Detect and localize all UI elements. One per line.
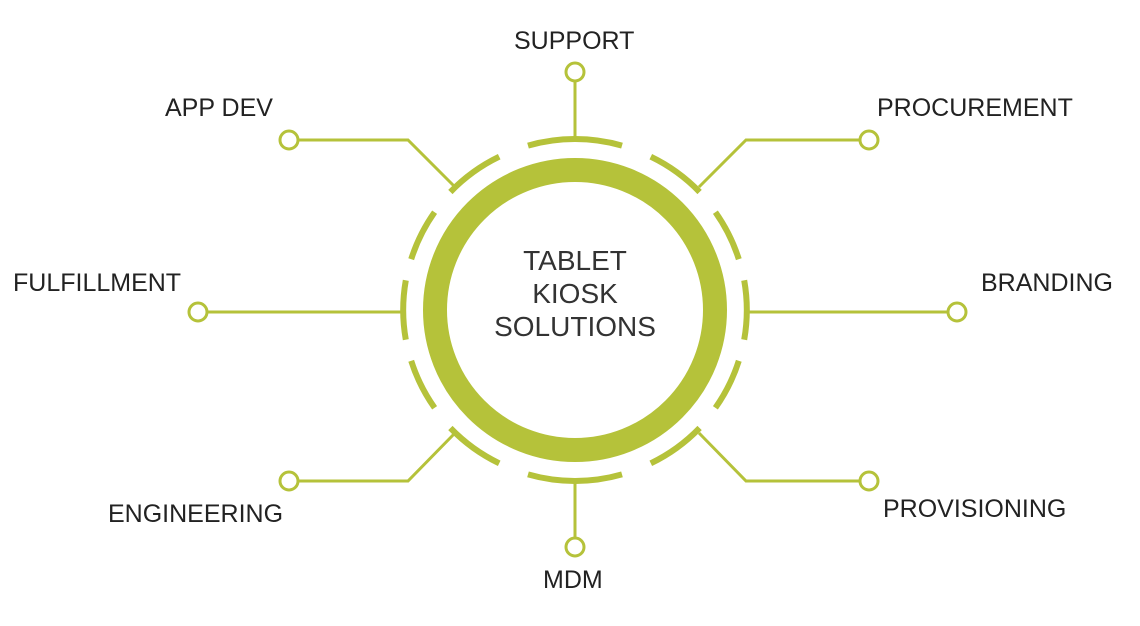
label-engineering: ENGINEERING — [108, 500, 284, 528]
arc-segment-left — [400, 279, 409, 341]
label-support: SUPPORT — [514, 27, 635, 55]
center-title-line-3: SOLUTIONS — [494, 311, 656, 343]
arc-segment-bottom — [527, 471, 623, 484]
arc-segment-bottom-left — [448, 425, 501, 467]
label-provisioning: PROVISIONING — [883, 495, 1067, 523]
center-title: TABLET KIOSK SOLUTIONS — [470, 244, 680, 343]
connector-provisioning — [697, 431, 860, 483]
node-branding — [946, 301, 968, 323]
label-mdm: MDM — [543, 566, 603, 594]
arc-segment-left-upper — [408, 210, 438, 261]
arc-segment-left-lower — [408, 359, 438, 410]
arc-segment-top — [527, 136, 623, 149]
arc-segment-right — [741, 279, 750, 341]
outer-arc-segments — [400, 136, 750, 484]
label-procurement: PROCUREMENT — [877, 94, 1073, 122]
hub-ring — [423, 158, 727, 462]
node-fulfillment — [187, 301, 209, 323]
node-procurement — [858, 129, 880, 151]
node-app-dev — [278, 129, 300, 151]
connector-procurement — [697, 138, 860, 189]
connector-engineering — [298, 431, 457, 483]
connectors — [207, 81, 948, 538]
node-mdm — [564, 536, 586, 558]
arc-segment-right-upper — [712, 210, 742, 261]
arc-segment-top-left — [448, 153, 501, 195]
label-branding: BRANDING — [981, 269, 1113, 297]
arc-segment-right-lower — [712, 359, 742, 410]
node-engineering — [278, 470, 300, 492]
label-app-dev: APP DEV — [165, 94, 273, 122]
center-title-line-2: KIOSK — [532, 278, 618, 310]
center-title-line-1: TABLET — [523, 245, 627, 276]
arc-segment-top-right — [649, 153, 702, 195]
endpoint-nodes — [187, 61, 968, 558]
label-fulfillment: FULFILLMENT — [13, 269, 182, 297]
node-provisioning — [858, 470, 880, 492]
node-support — [564, 61, 586, 83]
arc-segment-bottom-right — [649, 425, 702, 467]
connector-app-dev — [298, 138, 457, 189]
